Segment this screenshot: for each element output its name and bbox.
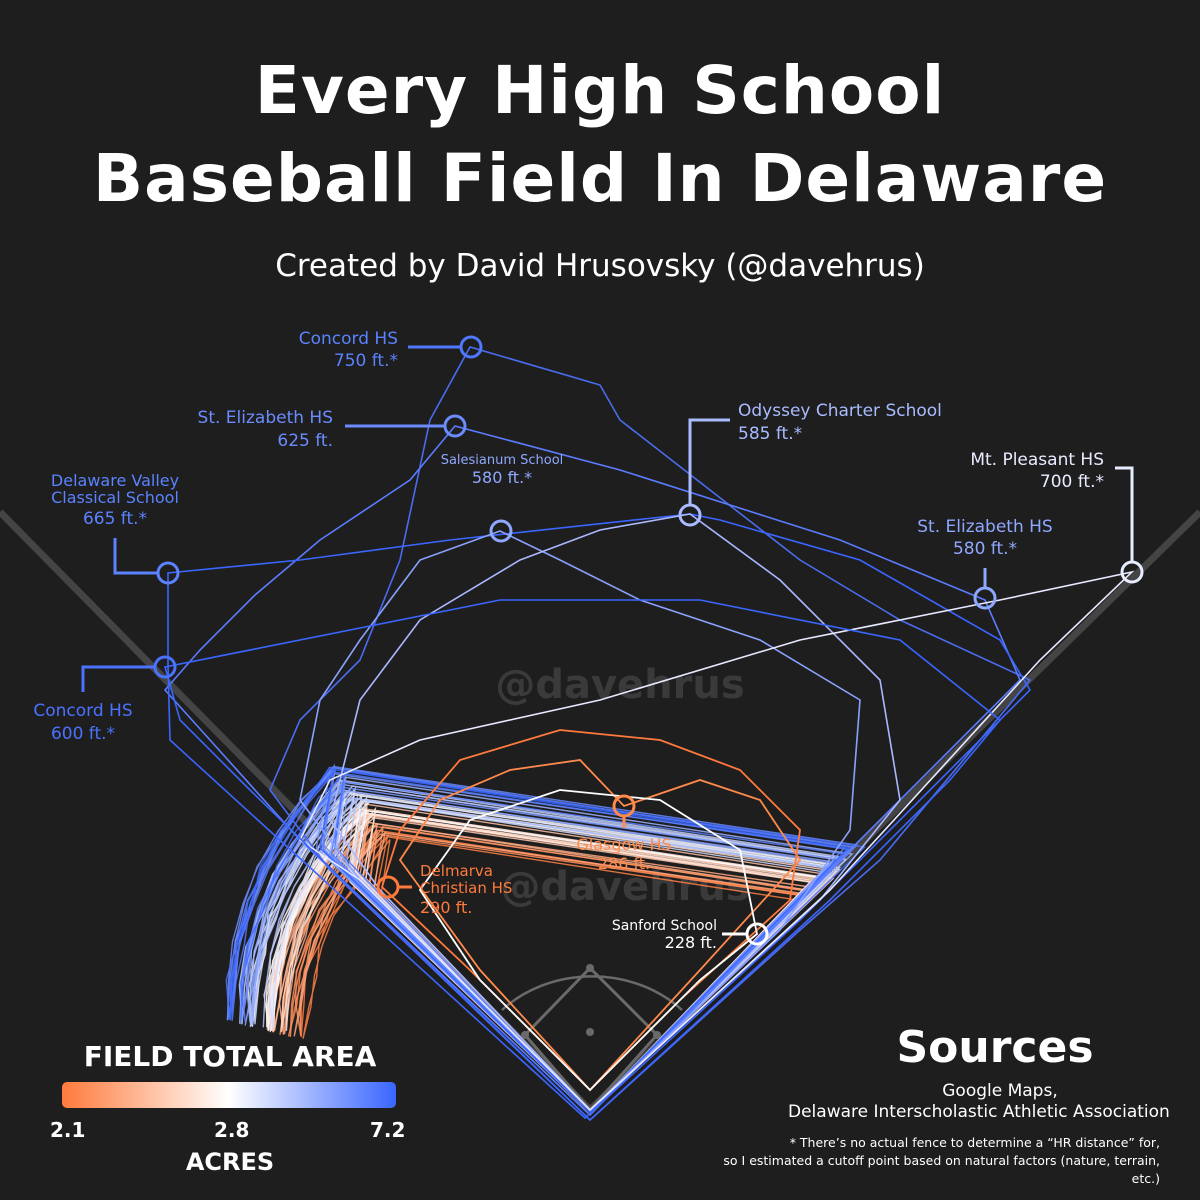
- outline-stelizabeth-625: [163, 425, 1021, 1117]
- label-dvcs-name-2: Classical School: [51, 488, 179, 507]
- annotation-labels: Concord HS 750 ft.* St. Elizabeth HS 625…: [33, 329, 1104, 952]
- label-stelizabeth-625-name: St. Elizabeth HS: [198, 408, 333, 428]
- marker-stelizabeth-580: [973, 586, 997, 610]
- field-outline: [226, 770, 847, 1113]
- label-sanford-name: Sanford School: [612, 918, 717, 934]
- annotation-markers: [81, 335, 1144, 946]
- label-concord-600-name: Concord HS: [33, 701, 132, 721]
- label-glasgow-name: Glasgow HS: [576, 835, 671, 854]
- label-mtpleasant-dist: 700 ft.*: [1040, 472, 1104, 492]
- field-outline: [285, 806, 835, 1113]
- label-concord-750-dist: 750 ft.*: [334, 351, 398, 371]
- label-dvcs-name-1: Delaware Valley: [51, 471, 179, 490]
- label-delmarva-name-2: Christian HS: [420, 879, 512, 897]
- leader-concord-600: [81, 665, 154, 692]
- footnote-line-2: so I estimated a cutoff point based on n…: [723, 1153, 1160, 1187]
- label-stelizabeth-580-dist: 580 ft.*: [953, 539, 1017, 559]
- outline-dvcs-665: [167, 513, 1032, 1120]
- field-outline: [240, 767, 867, 1113]
- marker-mtpleasant: [1120, 560, 1144, 584]
- marker-sanford: [745, 922, 769, 946]
- legend-min-label: 2.1: [50, 1118, 86, 1142]
- outline-mtpleasant: [298, 570, 1135, 1112]
- marker-concord-750: [459, 335, 483, 359]
- small-field-outlines: [380, 729, 802, 1092]
- label-dvcs-dist: 665 ft.*: [83, 509, 147, 529]
- marker-delmarva: [376, 875, 400, 899]
- large-field-outlines: [163, 346, 1135, 1122]
- label-salesianum-dist: 580 ft.*: [472, 468, 532, 487]
- footnote-line-1: * There’s no actual fence to determine a…: [789, 1135, 1160, 1150]
- title-line-2: Baseball Field In Delaware: [92, 140, 1108, 217]
- label-delmarva-dist: 290 ft.: [420, 898, 472, 917]
- footnote: * There’s no actual fence to determine a…: [700, 1134, 1190, 1188]
- field-outline: [229, 768, 850, 1113]
- sources-title: Sources: [896, 1022, 1094, 1073]
- legend-max-label: 7.2: [370, 1118, 406, 1142]
- label-delmarva-name-1: Delmarva: [420, 862, 493, 880]
- label-mtpleasant-name: Mt. Pleasant HS: [970, 450, 1104, 470]
- field-outline: [300, 831, 809, 1113]
- title-line-1: Every High School: [254, 52, 946, 129]
- leader-mtpleasant: [1115, 466, 1134, 561]
- field-outline: [251, 793, 832, 1113]
- marker-dvcs: [156, 561, 180, 585]
- label-glasgow-dist: 286 ft.: [598, 854, 650, 873]
- marker-concord-600: [153, 655, 177, 679]
- field-outline: [302, 836, 804, 1113]
- field-outline: [279, 825, 807, 1113]
- outline-concord-750: [269, 346, 1032, 1122]
- label-stelizabeth-625-dist: 625 ft.: [277, 431, 333, 451]
- marker-salesianum: [489, 519, 513, 543]
- label-concord-750-name: Concord HS: [299, 329, 398, 349]
- outline-glasgow: [398, 759, 802, 1092]
- legend-mid-label: 2.8: [214, 1118, 250, 1142]
- label-odyssey-dist: 585 ft.*: [738, 424, 802, 444]
- leader-odyssey: [688, 418, 730, 504]
- label-odyssey-name: Odyssey Charter School: [738, 401, 942, 421]
- field-outline: [278, 821, 805, 1113]
- watermark-upper: @davehrus: [495, 662, 744, 708]
- sources-line-2: Delaware Interscholastic Athletic Associ…: [788, 1102, 1170, 1122]
- legend-title: FIELD TOTAL AREA: [83, 1040, 377, 1073]
- label-stelizabeth-580-name: St. Elizabeth HS: [917, 517, 1052, 537]
- legend-unit: ACRES: [185, 1148, 275, 1176]
- marker-stelizabeth-625: [443, 414, 467, 438]
- subtitle: Created by David Hrusovsky (@davehrus): [275, 248, 925, 284]
- legend-color-bar: [62, 1082, 396, 1108]
- label-salesianum-name: Salesianum School: [441, 453, 564, 468]
- outline-sanford: [418, 789, 758, 1092]
- sources-line-1: Google Maps,: [942, 1081, 1058, 1101]
- outline-concord-600: [163, 599, 1002, 1122]
- field-outline: [231, 768, 850, 1113]
- label-concord-600-dist: 600 ft.*: [51, 724, 115, 744]
- infield-diagram: [501, 964, 683, 1113]
- leader-dvcs: [113, 538, 157, 575]
- label-sanford-dist: 228 ft.: [665, 933, 717, 952]
- marker-odyssey: [678, 503, 702, 527]
